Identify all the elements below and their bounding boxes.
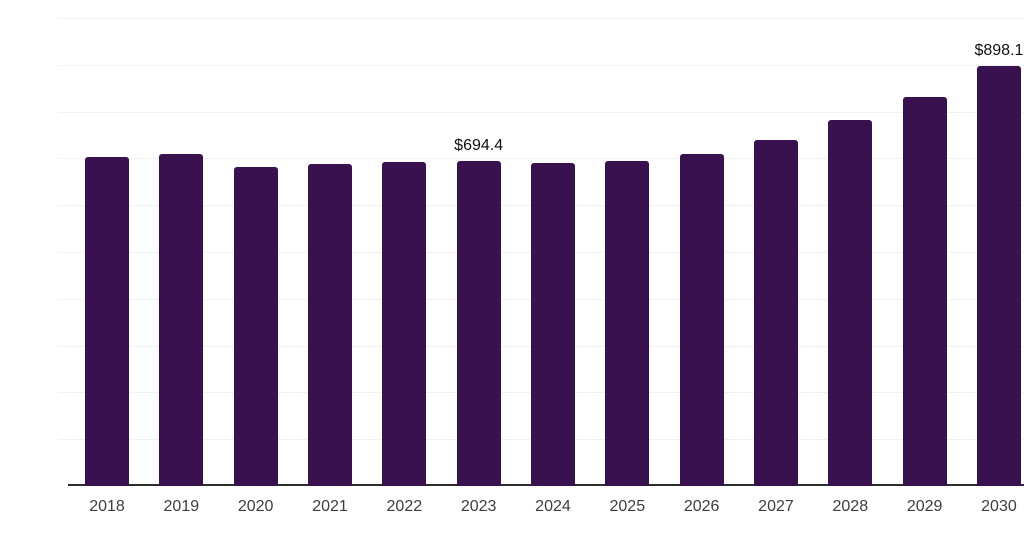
x-tick-label-2029: 2029 xyxy=(906,498,943,515)
bar-2018 xyxy=(85,157,129,486)
bar-2021 xyxy=(307,164,352,486)
x-tick-label-2023: 2023 xyxy=(460,498,497,515)
x-tick-label-2028: 2028 xyxy=(832,498,869,515)
bar-chart: $694.4 $898.1 2018 2019 2020 2021 2022 2023 202… xyxy=(40,16,1024,528)
x-tick-label-2026: 2026 xyxy=(683,498,720,515)
x-axis-labels: 2018 2019 2020 2021 2022 2023 2024 2025 2026 2027… xyxy=(58,495,1024,521)
gridline xyxy=(58,158,1024,160)
bar-2030 xyxy=(976,65,1021,486)
bar-2024 xyxy=(530,162,575,486)
bar-2025 xyxy=(605,161,650,486)
bar-2028 xyxy=(828,120,873,486)
x-tick-label-2021: 2021 xyxy=(312,498,348,515)
x-tick-label-2018: 2018 xyxy=(89,498,125,515)
gridline xyxy=(58,64,1024,66)
value-label-2030: $898.1 xyxy=(974,41,1024,59)
bar-2027 xyxy=(753,139,798,486)
bar-2023 xyxy=(456,161,501,486)
plot-area: $694.4 $898.1 xyxy=(58,18,1024,486)
bar-2029 xyxy=(902,96,947,486)
bar-2019 xyxy=(159,153,204,486)
x-tick-label-2025: 2025 xyxy=(609,498,646,515)
bar-2020 xyxy=(233,166,278,486)
x-tick-label-2027: 2027 xyxy=(758,498,794,515)
x-tick-label-2019: 2019 xyxy=(163,498,200,515)
x-tick-label-2020: 2020 xyxy=(237,498,274,515)
bar-2022 xyxy=(382,161,427,486)
gridline xyxy=(58,18,1024,19)
x-tick-label-2030: 2030 xyxy=(981,498,1017,515)
value-label-2023: $694.4 xyxy=(454,137,504,155)
x-tick-label-2022: 2022 xyxy=(386,498,423,515)
bar-2026 xyxy=(679,154,724,486)
gridline xyxy=(58,111,1024,113)
x-tick-label-2024: 2024 xyxy=(535,498,571,515)
